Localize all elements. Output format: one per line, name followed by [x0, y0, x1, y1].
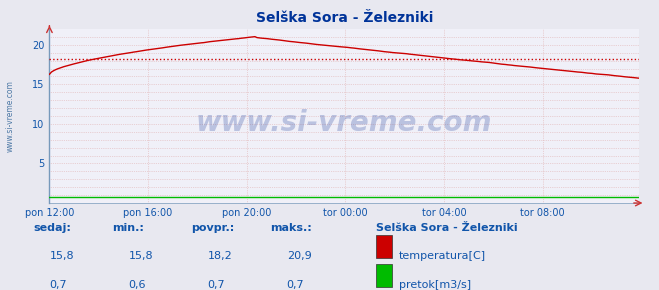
Bar	[376, 235, 392, 258]
Bar	[376, 264, 392, 287]
Text: povpr.:: povpr.:	[191, 223, 235, 233]
Text: pretok[m3/s]: pretok[m3/s]	[399, 280, 471, 290]
Text: Selška Sora - Železniki: Selška Sora - Železniki	[376, 223, 517, 233]
Text: 0,7: 0,7	[287, 280, 304, 290]
Title: Selška Sora - Železniki: Selška Sora - Železniki	[256, 11, 433, 25]
Text: 20,9: 20,9	[287, 251, 312, 261]
Text: maks.:: maks.:	[270, 223, 312, 233]
Text: 0,6: 0,6	[129, 280, 146, 290]
Text: www.si-vreme.com: www.si-vreme.com	[196, 109, 492, 137]
Text: min.:: min.:	[112, 223, 144, 233]
Text: 0,7: 0,7	[49, 280, 67, 290]
Text: www.si-vreme.com: www.si-vreme.com	[5, 80, 14, 152]
Text: temperatura[C]: temperatura[C]	[399, 251, 486, 261]
Text: 15,8: 15,8	[129, 251, 153, 261]
Text: 0,7: 0,7	[208, 280, 225, 290]
Text: 15,8: 15,8	[49, 251, 74, 261]
Text: 18,2: 18,2	[208, 251, 233, 261]
Text: sedaj:: sedaj:	[33, 223, 71, 233]
